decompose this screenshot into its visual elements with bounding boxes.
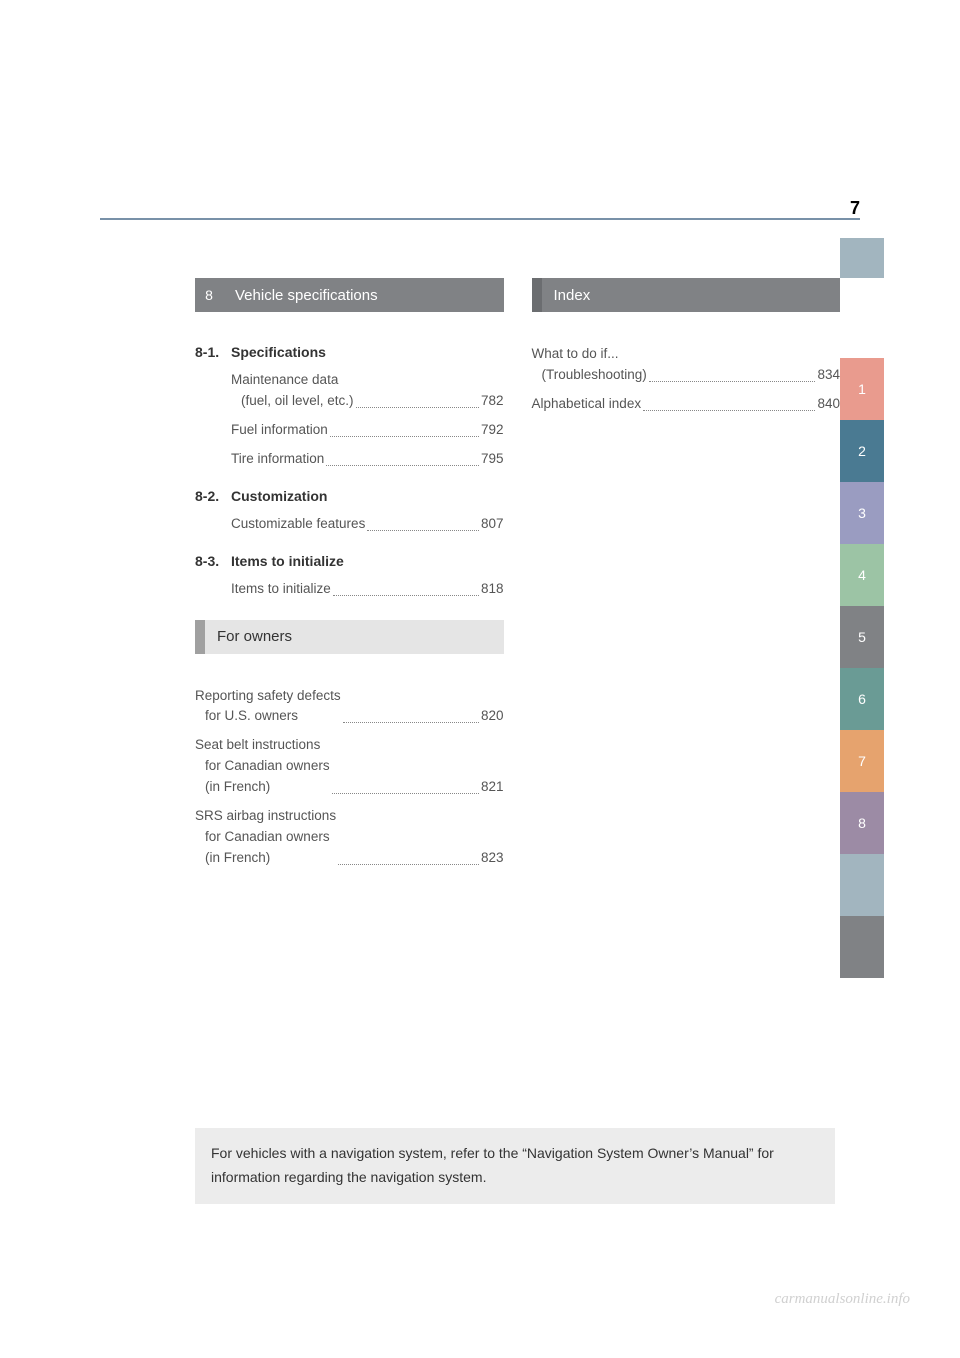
- toc-page: 820: [481, 706, 504, 727]
- section-tab-4[interactable]: 4: [840, 544, 884, 606]
- toc-section: 8-2.Customization Customizable features 80…: [195, 488, 504, 535]
- toc-page: 834: [817, 365, 840, 386]
- toc-leader-dots: [643, 410, 815, 411]
- toc-label: Alphabetical index: [532, 394, 642, 415]
- toc-label: Tire information: [231, 449, 324, 470]
- sub-number: 8-1.: [195, 344, 231, 360]
- toc-label: SRS airbag instructionsfor Canadian owne…: [195, 806, 336, 869]
- toc-subheading: 8-2.Customization: [195, 488, 504, 504]
- section-header-vehicle-specs: 8 Vehicle specifications: [195, 278, 504, 312]
- section-number-box: 8: [195, 278, 223, 312]
- right-column: Index What to do if...(Troubleshooting) 8…: [532, 278, 841, 877]
- top-corner-block: [840, 238, 884, 278]
- section-tab-1[interactable]: 1: [840, 358, 884, 420]
- toc-leader-dots: [367, 530, 479, 531]
- sub-title: Items to initialize: [231, 553, 344, 569]
- toc-page: 821: [481, 777, 504, 798]
- toc-leader-dots: [326, 465, 479, 466]
- section-title: For owners: [205, 628, 292, 645]
- sub-title: Specifications: [231, 344, 326, 360]
- toc-page: 792: [481, 420, 504, 441]
- toc-entry[interactable]: SRS airbag instructionsfor Canadian owne…: [195, 806, 504, 869]
- toc-entry[interactable]: Customizable features 807: [195, 514, 504, 535]
- toc-section: 8-1.Specifications Maintenance data(fuel,…: [195, 344, 504, 470]
- toc-label: Fuel information: [231, 420, 328, 441]
- toc-leader-dots: [330, 436, 479, 437]
- sub-title: Customization: [231, 488, 327, 504]
- toc-entry[interactable]: Seat belt instructionsfor Canadian owner…: [195, 735, 504, 798]
- toc-leader-dots: [649, 381, 816, 382]
- sub-number: 8-2.: [195, 488, 231, 504]
- toc-entry[interactable]: Reporting safety defectsfor U.S. owners 8…: [195, 686, 504, 728]
- toc-leader-dots: [343, 722, 479, 723]
- index-items: What to do if...(Troubleshooting) 834 Alph…: [532, 344, 841, 415]
- toc-entry[interactable]: What to do if...(Troubleshooting) 834: [532, 344, 841, 386]
- section-header-index: Index: [532, 278, 841, 312]
- toc-leader-dots: [332, 793, 479, 794]
- section-tab-2[interactable]: 2: [840, 420, 884, 482]
- toc-leader-dots: [333, 595, 479, 596]
- left-column: 8 Vehicle specifications 8-1.Specificati…: [195, 278, 504, 877]
- top-rule: [100, 218, 860, 220]
- section-tab-8[interactable]: 8: [840, 792, 884, 854]
- toc-leader-dots: [356, 407, 479, 408]
- section-title: Vehicle specifications: [223, 287, 378, 304]
- toc-label: Seat belt instructionsfor Canadian owner…: [195, 735, 330, 798]
- for-owners-items: Reporting safety defectsfor U.S. owners 8…: [195, 686, 504, 869]
- toc-subheading: 8-1.Specifications: [195, 344, 504, 360]
- watermark: carmanualsonline.info: [775, 1291, 910, 1308]
- toc-label: Reporting safety defectsfor U.S. owners: [195, 686, 341, 728]
- section-tab-blank: [840, 916, 884, 978]
- toc-label: Customizable features: [231, 514, 365, 535]
- accent-box: [532, 278, 542, 312]
- toc-leader-dots: [338, 864, 479, 865]
- section-header-for-owners: For owners: [195, 620, 504, 654]
- section-tab-3[interactable]: 3: [840, 482, 884, 544]
- section-tab-6[interactable]: 6: [840, 668, 884, 730]
- toc-label: What to do if...(Troubleshooting): [532, 344, 647, 386]
- toc-section: 8-3.Items to initializeItems to initiali…: [195, 553, 504, 600]
- sub-number: 8-3.: [195, 553, 231, 569]
- toc-label: Items to initialize: [231, 579, 331, 600]
- toc-page: 795: [481, 449, 504, 470]
- side-tabs: 12345678: [840, 358, 884, 978]
- left-sections: 8-1.Specifications Maintenance data(fuel,…: [195, 344, 504, 600]
- toc-entry[interactable]: Maintenance data(fuel, oil level, etc.) 7…: [195, 370, 504, 412]
- page-number: 7: [850, 198, 860, 219]
- toc-page: 782: [481, 391, 504, 412]
- toc-entry[interactable]: Alphabetical index 840: [532, 394, 841, 415]
- section-tab-5[interactable]: 5: [840, 606, 884, 668]
- toc-entry[interactable]: Items to initialize 818: [195, 579, 504, 600]
- accent-box: [195, 620, 205, 654]
- toc-page: 818: [481, 579, 504, 600]
- section-tab-blank: [840, 854, 884, 916]
- footer-note: For vehicles with a navigation system, r…: [195, 1128, 835, 1204]
- toc-subheading: 8-3.Items to initialize: [195, 553, 504, 569]
- content-area: 8 Vehicle specifications 8-1.Specificati…: [195, 278, 840, 877]
- toc-page: 807: [481, 514, 504, 535]
- toc-label: Maintenance data(fuel, oil level, etc.): [231, 370, 354, 412]
- toc-page: 840: [817, 394, 840, 415]
- section-tab-7[interactable]: 7: [840, 730, 884, 792]
- section-title: Index: [542, 287, 591, 304]
- toc-page: 823: [481, 848, 504, 869]
- toc-entry[interactable]: Fuel information 792: [195, 420, 504, 441]
- toc-entry[interactable]: Tire information 795: [195, 449, 504, 470]
